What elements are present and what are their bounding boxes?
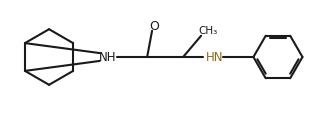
Text: NH: NH	[99, 51, 117, 64]
Text: HN: HN	[205, 51, 223, 64]
Text: O: O	[149, 20, 159, 33]
Text: CH₃: CH₃	[198, 26, 217, 36]
